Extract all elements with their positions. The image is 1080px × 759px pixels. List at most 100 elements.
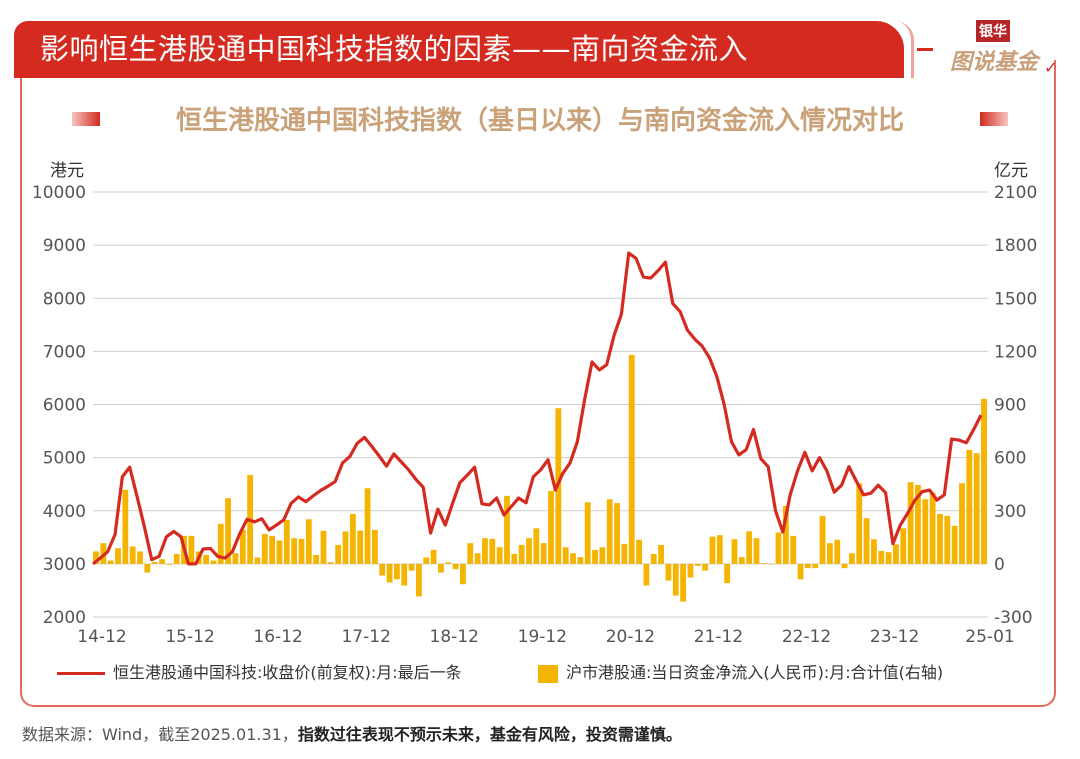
left-axis-tick: 10000: [32, 183, 86, 203]
flow-bar: [283, 519, 290, 564]
flow-bar: [694, 563, 701, 566]
x-axis-tick: 25-01: [965, 627, 1014, 647]
flow-bar: [922, 499, 929, 564]
flow-bar: [401, 563, 408, 586]
right-axis-tick: 1800: [994, 236, 1037, 256]
flow-bar: [621, 543, 628, 564]
flow-bar: [951, 525, 958, 564]
flow-bar: [254, 557, 261, 564]
flow-bar: [386, 563, 393, 583]
flow-bar: [841, 563, 848, 569]
flow-bar: [496, 547, 503, 564]
page-title: 影响恒生港股通中国科技指数的因素——南向资金流入: [14, 21, 904, 78]
flow-bar: [709, 536, 716, 564]
flow-bar: [716, 535, 723, 564]
x-axis-tick: 15-12: [165, 627, 214, 647]
left-axis-tick: 7000: [43, 342, 86, 362]
flow-bar: [445, 562, 452, 564]
left-axis-tick: 5000: [43, 449, 86, 469]
right-axis-tick: 300: [994, 502, 1026, 522]
x-axis-tick: 18-12: [430, 627, 479, 647]
flow-bar: [944, 515, 951, 564]
flow-bar: [239, 529, 246, 564]
flow-bar: [335, 544, 342, 564]
flow-bar: [672, 563, 679, 596]
flow-bar: [144, 563, 151, 573]
x-axis-tick: 19-12: [518, 627, 567, 647]
x-axis-tick: 16-12: [253, 627, 302, 647]
flow-bar: [467, 543, 474, 564]
flow-bar: [812, 563, 819, 569]
flow-bar: [452, 563, 459, 570]
flow-bar: [203, 555, 209, 564]
left-axis-tick: 9000: [43, 236, 86, 256]
flow-bar: [658, 544, 664, 564]
right-axis-tick: -300: [994, 608, 1033, 628]
flow-bar: [122, 489, 129, 564]
banner-decoration: [895, 21, 914, 78]
flow-bar: [871, 539, 877, 564]
flow-bar: [628, 354, 635, 564]
title-dash: [917, 48, 933, 51]
flow-bar: [430, 549, 437, 564]
left-axis-unit: 港元: [50, 161, 84, 181]
brand-logo-main: 图说基金: [950, 50, 1039, 75]
flow-bar: [320, 530, 327, 564]
flow-bar: [107, 560, 114, 564]
flow-bar: [159, 559, 165, 564]
flow-bar: [746, 531, 753, 564]
brand-logo-top: 银华: [976, 20, 1010, 42]
flow-bar: [217, 523, 224, 564]
flow-bar: [349, 513, 356, 564]
legend-bar-swatch: [538, 664, 558, 683]
legend-item-line: 恒生港股通中国科技:收盘价(前复权):月:最后一条: [57, 659, 462, 683]
flow-bar: [526, 538, 532, 564]
legend-line-swatch: [57, 672, 105, 675]
flow-bar: [423, 557, 430, 564]
left-axis-tick: 6000: [43, 396, 86, 416]
flow-bar: [885, 552, 892, 564]
flow-bar: [893, 544, 899, 564]
risk-disclaimer: 指数过往表现不预示未来，基金有风险，投资需谨慎。: [297, 725, 682, 744]
check-icon: ✓: [1044, 58, 1058, 77]
flow-bar: [775, 532, 782, 564]
flow-bar: [137, 551, 143, 564]
flow-bar: [482, 538, 488, 564]
footer-note: 数据来源：Wind，截至2025.01.31，指数过往表现不预示未来，基金有风险…: [22, 721, 682, 745]
flow-bar: [650, 553, 657, 564]
flow-bar: [166, 563, 173, 565]
flow-bar: [460, 563, 466, 585]
right-axis-tick: 1200: [994, 342, 1037, 362]
right-axis-unit: 亿元: [994, 161, 1028, 181]
flow-bar: [129, 546, 136, 564]
flow-bar: [834, 539, 841, 564]
flow-bar: [379, 563, 386, 576]
flow-bar: [915, 484, 921, 564]
flow-bar: [797, 563, 804, 580]
flow-bar: [724, 563, 731, 584]
flow-bar: [342, 531, 349, 564]
flow-bar: [937, 513, 943, 564]
subtitle-left-bar: [72, 112, 100, 126]
flow-bar: [731, 539, 738, 564]
flow-bar: [849, 553, 855, 564]
left-axis-tick: 4000: [43, 502, 86, 522]
flow-bar: [738, 557, 745, 564]
right-axis-tick: 0: [994, 555, 1005, 575]
flow-bar: [115, 548, 121, 564]
flow-bar: [614, 503, 620, 564]
flow-bar: [548, 490, 554, 564]
right-axis-tick: 900: [994, 396, 1026, 416]
flow-bar: [504, 495, 510, 564]
chart-card: [20, 60, 1056, 707]
flow-bar: [702, 563, 709, 571]
flow-bar: [900, 528, 907, 564]
flow-bar: [474, 553, 481, 564]
flow-bar: [856, 483, 863, 564]
flow-bar: [276, 540, 283, 564]
flow-bar: [592, 549, 598, 564]
flow-bar: [819, 515, 826, 564]
flow-bar: [269, 535, 276, 564]
flow-bar: [364, 488, 371, 564]
